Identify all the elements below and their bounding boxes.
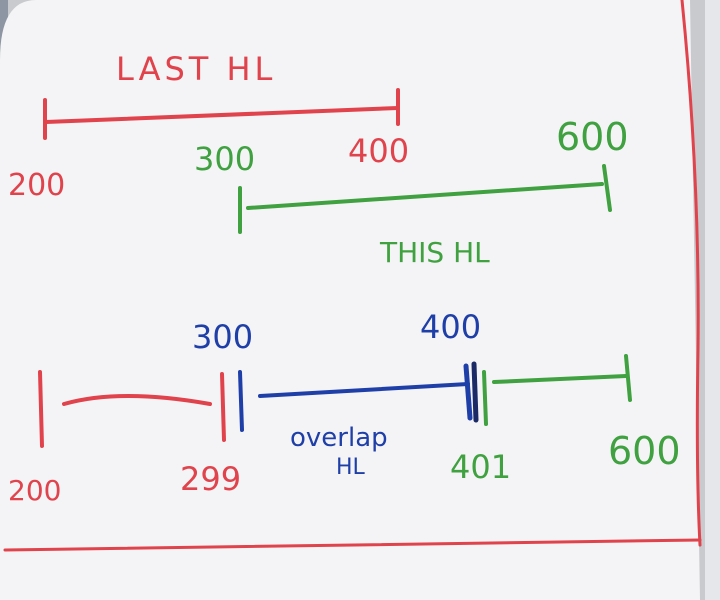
- overlap-end-value: 400: [420, 308, 481, 346]
- last-hl-start-value: 200: [8, 168, 65, 203]
- red-segment-end-tick: [222, 374, 224, 440]
- overlap-start-value: 300: [192, 318, 253, 356]
- green-segment-end-value: 600: [608, 429, 681, 473]
- board-right-edge: [705, 0, 720, 600]
- last-hl-label: LAST HL: [116, 50, 276, 88]
- overlap-start-tick: [240, 372, 242, 430]
- red-segment-start-tick: [40, 372, 42, 446]
- this-hl-start-value: 300: [194, 140, 255, 178]
- red-segment-end-value: 299: [180, 460, 241, 498]
- last-hl-end-value: 400: [348, 132, 409, 170]
- this-hl-end-value: 600: [556, 115, 629, 159]
- red-segment-start-value: 200: [8, 474, 61, 507]
- this-hl-label: THIS HL: [379, 236, 490, 269]
- overlap-end-tick-dark: [474, 364, 476, 420]
- whiteboard-surface: [0, 0, 700, 600]
- overlap-label-line1: overlap: [290, 423, 388, 453]
- green-segment-start-tick: [484, 372, 486, 424]
- green-segment-start-value: 401: [450, 448, 511, 486]
- overlap-label-line2: HL: [336, 455, 366, 480]
